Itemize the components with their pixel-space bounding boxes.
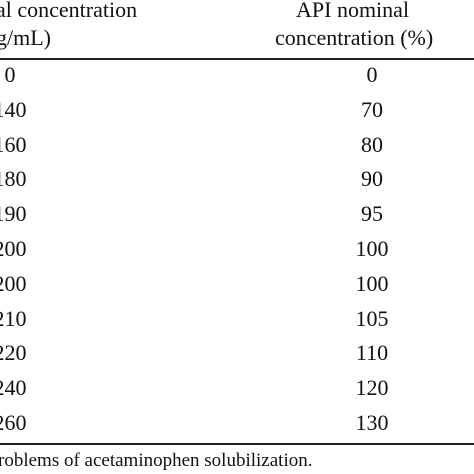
table-row: 140 70: [0, 93, 474, 128]
concentration-cell: 140: [0, 96, 27, 122]
nominal-percent-cell: 80: [361, 131, 383, 157]
concentration-cell: 190: [0, 201, 27, 227]
table-row: 210 105: [0, 302, 474, 337]
column-header-right-line1: API nominal: [296, 0, 410, 22]
concentration-cell: 260: [0, 409, 27, 435]
nominal-percent-cell: 0: [366, 62, 378, 87]
concentration-cell: 220: [0, 340, 27, 366]
table-footnote: roblems of acetaminophen solubilization.: [0, 450, 313, 471]
column-header-left-line1: al concentration: [0, 0, 138, 22]
table-body: 0 0 140 70 160 80 180 90 190 95 200 100 …: [0, 58, 474, 441]
nominal-percent-cell: 70: [361, 96, 383, 122]
concentration-cell: 180: [0, 166, 27, 192]
nominal-percent-cell: 100: [355, 235, 389, 261]
nominal-percent-cell: 95: [361, 201, 383, 227]
nominal-percent-cell: 105: [355, 305, 389, 331]
column-header-left-line2: g/mL): [0, 25, 51, 50]
table-row: 0 0: [0, 58, 474, 93]
concentration-cell: 210: [0, 305, 27, 331]
concentration-cell: 240: [0, 375, 27, 401]
table-top-rule: [0, 58, 474, 60]
nominal-percent-cell: 130: [355, 409, 389, 435]
table-row: 220 110: [0, 336, 474, 371]
nominal-percent-cell: 110: [355, 340, 389, 366]
table-row: 200 100: [0, 267, 474, 302]
table-row: 260 130: [0, 406, 474, 441]
table-row: 200 100: [0, 232, 474, 267]
table-bottom-rule: [0, 443, 474, 445]
concentration-cell: 160: [0, 131, 27, 157]
concentration-cell: 200: [0, 235, 27, 261]
table-row: 160 80: [0, 128, 474, 163]
nominal-percent-cell: 100: [355, 270, 389, 296]
nominal-percent-cell: 120: [355, 375, 389, 401]
table-row: 190 95: [0, 197, 474, 232]
table-row: 240 120: [0, 371, 474, 406]
table-row: 180 90: [0, 162, 474, 197]
column-header-right-line2: concentration (%): [275, 25, 434, 50]
concentration-cell: 200: [0, 270, 27, 296]
concentration-cell: 0: [4, 62, 16, 87]
nominal-percent-cell: 90: [361, 166, 383, 192]
